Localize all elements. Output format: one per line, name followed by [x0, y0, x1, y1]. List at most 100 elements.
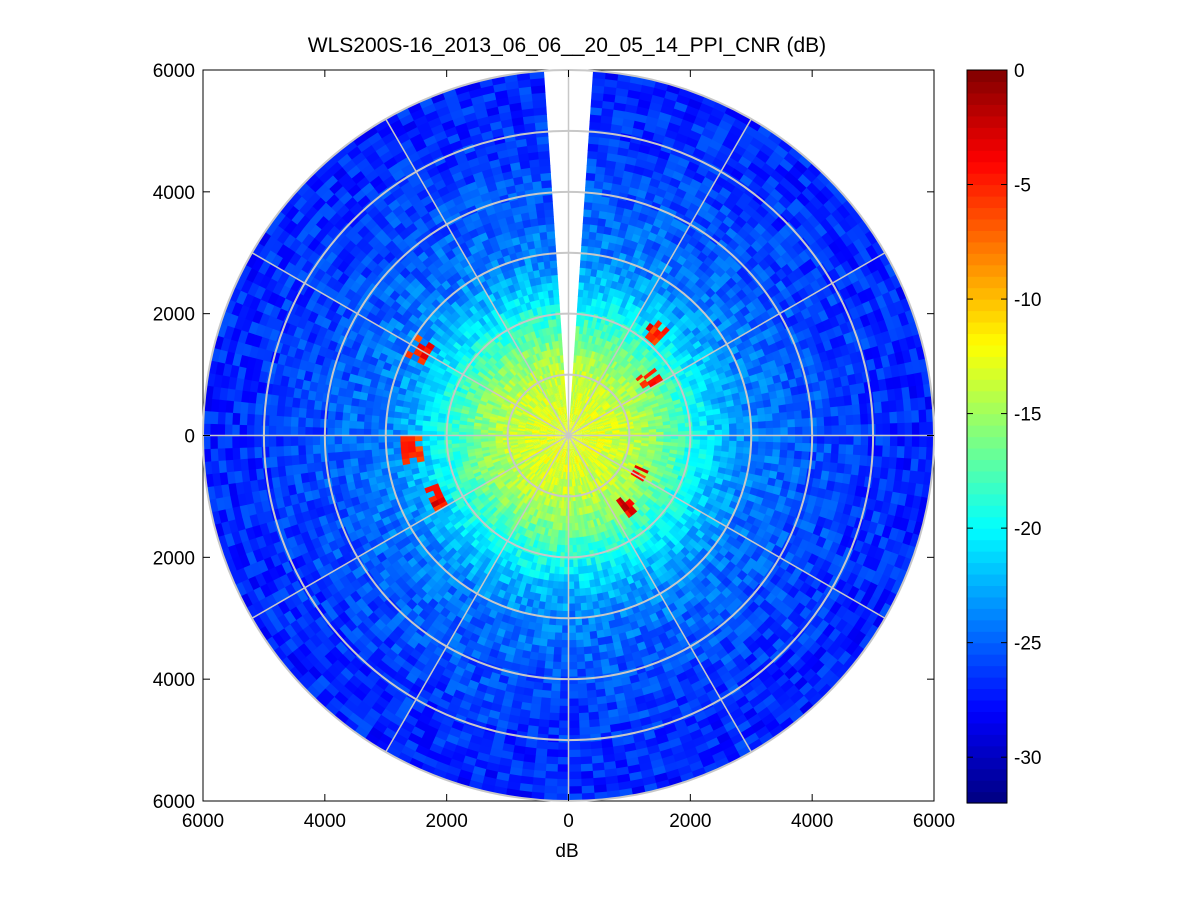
heatmap-cell: [772, 442, 781, 451]
heatmap-cell: [629, 378, 639, 387]
heatmap-cell: [670, 431, 679, 436]
heatmap-cell: [882, 434, 891, 448]
heatmap-cell: [594, 393, 601, 402]
heatmap-cell: [634, 437, 643, 441]
heatmap-cell: [569, 405, 572, 414]
heatmap-cell: [586, 165, 598, 174]
heatmap-cell: [578, 385, 583, 394]
heatmap-cell: [572, 423, 579, 430]
heatmap-cell: [583, 435, 591, 438]
heatmap-cell: [663, 350, 673, 360]
heatmap-cell: [699, 420, 708, 427]
heatmap-cell: [692, 425, 701, 432]
heatmap-cell: [758, 378, 768, 389]
heatmap-cell: [626, 354, 635, 363]
heatmap-cell: [699, 425, 708, 432]
heatmap-cell: [857, 392, 868, 406]
heatmap-cell: [589, 342, 596, 352]
heatmap-cell: [852, 414, 862, 427]
heatmap-cell: [787, 426, 796, 437]
heatmap-cell: [773, 427, 781, 437]
heatmap-cell: [597, 144, 611, 154]
heatmap-cell: [648, 380, 658, 389]
heatmap-cell: [860, 424, 869, 437]
heatmap-cell: [919, 434, 928, 449]
heatmap-cell: [663, 431, 672, 436]
heatmap-cell: [604, 365, 612, 374]
heatmap-cell: [577, 418, 584, 425]
heatmap-cell: [555, 764, 570, 773]
heatmap-cell: [883, 277, 897, 294]
heatmap-cell: [581, 425, 590, 430]
heatmap-cell: [578, 749, 592, 758]
heatmap-cell: [567, 654, 578, 663]
heatmap-cell: [838, 425, 847, 437]
heatmap-cell: [830, 406, 839, 418]
heatmap-cell: [620, 404, 629, 411]
heatmap-cell: [704, 120, 721, 134]
heatmap-cell: [645, 313, 656, 324]
heatmap-cell: [628, 82, 644, 93]
heatmap-cell: [578, 741, 592, 751]
heatmap-cell: [602, 233, 612, 243]
heatmap-cell: [656, 380, 666, 388]
heatmap-cell: [596, 225, 606, 235]
heatmap-cell: [573, 425, 581, 431]
heatmap-cell: [743, 428, 752, 436]
heatmap-cell: [901, 386, 911, 402]
heatmap-cell: [889, 434, 898, 448]
heatmap-cell: [577, 727, 591, 736]
heatmap-cell: [779, 411, 788, 422]
heatmap-cell: [616, 415, 625, 420]
heatmap-cell: [669, 419, 679, 426]
heatmap-cell: [776, 364, 787, 376]
heatmap-cell: [830, 415, 840, 428]
heatmap-cell: [743, 435, 752, 443]
heatmap-cell: [579, 420, 586, 427]
heatmap-cell: [895, 399, 905, 414]
heatmap-cell: [586, 417, 594, 424]
heatmap-cell: [612, 220, 623, 230]
heatmap-cell: [610, 227, 621, 238]
heatmap-cell: [668, 387, 678, 395]
heatmap-cell: [586, 157, 599, 167]
heatmap-cell: [634, 350, 643, 360]
heatmap-cell: [570, 398, 573, 407]
heatmap-cell: [628, 405, 637, 412]
heatmap-cell: [637, 317, 647, 327]
heatmap-cell: [610, 389, 618, 397]
heatmap-cell: [555, 778, 570, 787]
heatmap-cell: [622, 381, 631, 389]
heatmap-cell: [860, 413, 869, 427]
heatmap-cell: [578, 400, 583, 409]
heatmap-cell: [607, 366, 614, 376]
heatmap-cell: [870, 380, 881, 394]
heatmap-cell: [884, 262, 898, 280]
heatmap-cell: [832, 325, 844, 339]
heatmap-cell: [662, 424, 672, 430]
heatmap-cell: [627, 294, 637, 305]
heatmap-cell: [576, 697, 589, 707]
heatmap-cell: [615, 396, 624, 403]
heatmap-cell: [699, 102, 716, 116]
heatmap-cell: [589, 275, 597, 285]
heatmap-cell: [573, 406, 577, 415]
heatmap-cell: [736, 440, 745, 449]
heatmap-cell: [608, 197, 620, 207]
heatmap-cell: [726, 405, 736, 414]
heatmap-cell: [598, 410, 607, 417]
heatmap-cell: [580, 422, 588, 428]
heatmap-cell: [654, 362, 664, 372]
heatmap-cell: [769, 367, 780, 378]
heatmap-cell: [894, 326, 907, 342]
heatmap-cell: [567, 749, 581, 758]
heatmap-cell: [652, 386, 662, 395]
heatmap-cell: [597, 369, 604, 378]
heatmap-cell: [816, 434, 825, 446]
heatmap-cell: [618, 314, 627, 324]
heatmap-cell: [615, 346, 624, 356]
heatmap-cell: [590, 216, 600, 226]
heatmap-cell: [698, 410, 707, 418]
heatmap-cell: [586, 253, 595, 262]
heatmap-cell: [574, 332, 580, 342]
